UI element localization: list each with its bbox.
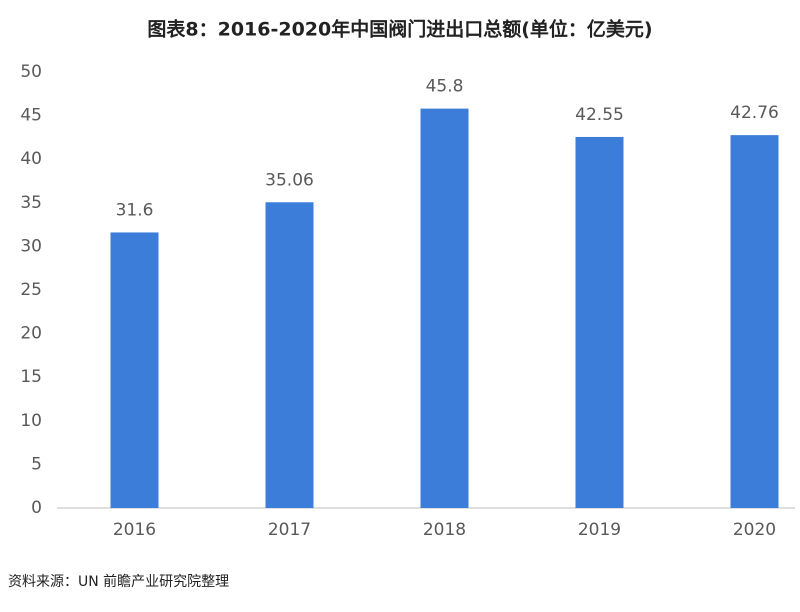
y-tick-label: 45 (20, 106, 42, 126)
value-label: 42.76 (730, 103, 779, 123)
bar (110, 232, 159, 508)
value-label: 35.06 (265, 170, 314, 190)
y-tick-label: 5 (31, 454, 42, 474)
y-tick-label: 20 (20, 324, 42, 344)
y-tick-label: 15 (20, 367, 42, 387)
y-tick-label: 0 (31, 498, 42, 518)
x-tick-label: 2018 (423, 520, 466, 540)
source-note: 资料来源：UN 前瞻产业研究院整理 (8, 573, 229, 590)
chart-title: 图表8：2016-2020年中国阀门进出口总额(单位：亿美元) (147, 18, 652, 41)
y-tick-label: 10 (20, 411, 42, 431)
value-label: 31.6 (116, 200, 154, 220)
y-tick-label: 50 (20, 62, 42, 82)
bar (420, 108, 469, 509)
x-tick-label: 2019 (578, 520, 621, 540)
bar (265, 202, 314, 508)
y-tick-label: 25 (20, 280, 42, 300)
bar (575, 136, 624, 509)
x-tick-label: 2017 (268, 520, 311, 540)
value-label: 42.55 (575, 105, 624, 125)
bar (730, 135, 779, 508)
x-tick-label: 2016 (113, 520, 156, 540)
y-tick-label: 40 (20, 149, 42, 169)
y-tick-label: 30 (20, 236, 42, 256)
x-tick-label: 2020 (733, 520, 776, 540)
value-label: 45.8 (426, 77, 464, 97)
y-tick-label: 35 (20, 193, 42, 213)
